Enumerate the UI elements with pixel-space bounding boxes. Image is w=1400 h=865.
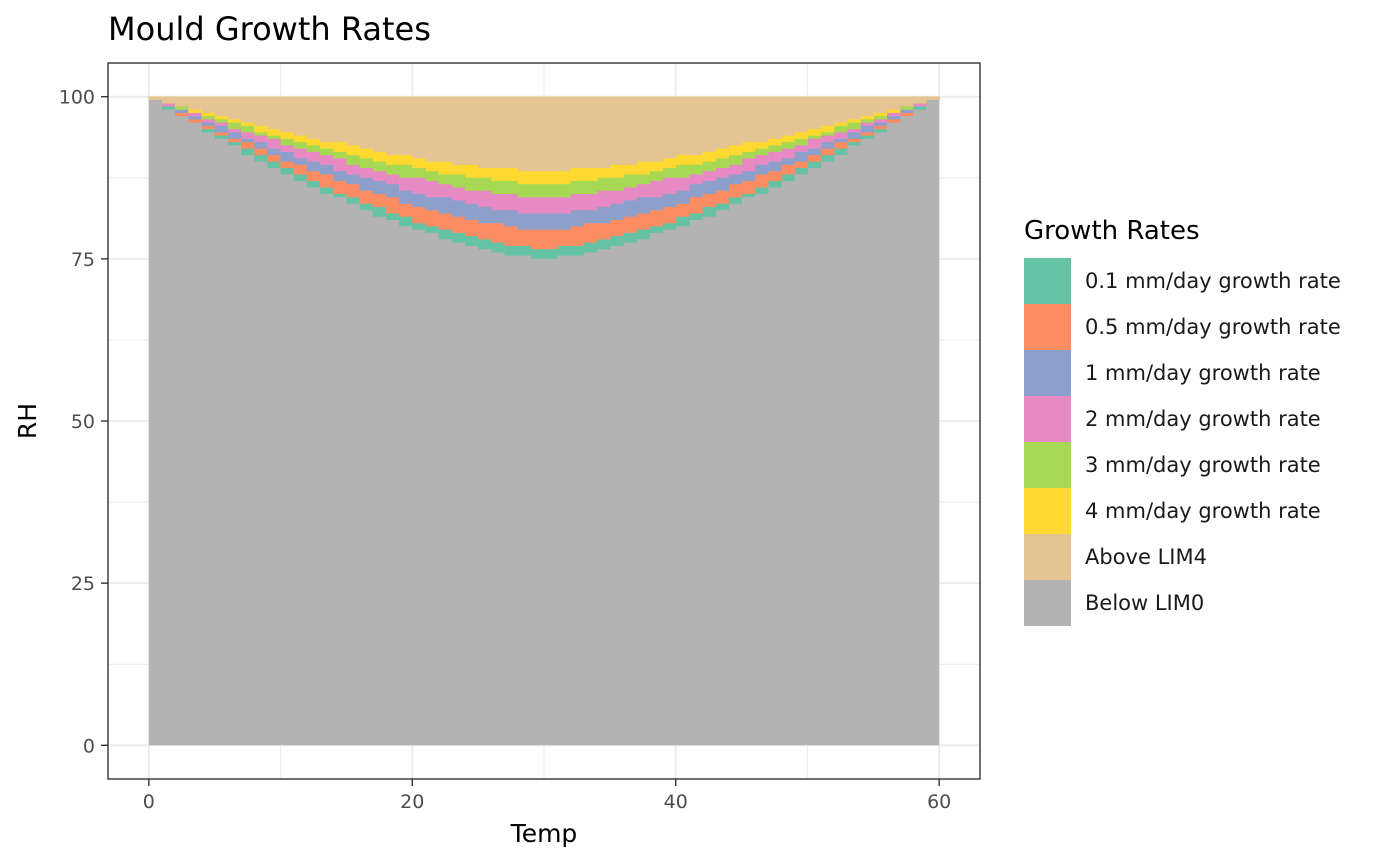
heatmap-cells <box>148 96 940 746</box>
legend-label: 3 mm/day growth rate <box>1085 453 1321 477</box>
legend-swatch <box>1024 580 1071 626</box>
legend-swatch <box>1024 304 1071 350</box>
legend-swatch <box>1024 442 1071 488</box>
legend-swatch <box>1024 534 1071 580</box>
plot-area <box>107 62 981 780</box>
x-tick-label: 60 <box>927 791 951 813</box>
legend-label: Above LIM4 <box>1085 545 1207 569</box>
legend-swatch <box>1024 488 1071 534</box>
x-tick-label: 20 <box>400 791 424 813</box>
legend-swatch <box>1024 396 1071 442</box>
legend-label: 2 mm/day growth rate <box>1085 407 1321 431</box>
legend-title: Growth Rates <box>1024 216 1200 246</box>
legend-swatch <box>1024 350 1071 396</box>
legend-entries: 0.1 mm/day growth rate 0.5 mm/day growth … <box>1024 258 1341 626</box>
legend-label: 0.1 mm/day growth rate <box>1085 269 1341 293</box>
y-tick-label: 75 <box>71 249 95 271</box>
legend: Growth Rates 0.1 mm/day growth rate 0.5 m… <box>1024 216 1341 626</box>
legend-swatch <box>1024 258 1071 304</box>
x-tick-label: 0 <box>143 791 155 813</box>
heatmap-band-above-lim4 <box>148 96 940 172</box>
y-tick-label: 50 <box>71 411 95 433</box>
legend-label: 1 mm/day growth rate <box>1085 361 1321 385</box>
x-axis-title: Temp <box>510 819 578 848</box>
legend-label: 4 mm/day growth rate <box>1085 499 1321 523</box>
y-tick-label: 100 <box>59 87 95 109</box>
x-tick-label: 40 <box>664 791 688 813</box>
legend-label: Below LIM0 <box>1085 591 1204 615</box>
legend-label: 0.5 mm/day growth rate <box>1085 315 1341 339</box>
y-tick-label: 0 <box>83 735 95 757</box>
x-axis: 0 20 40 60 <box>143 779 951 813</box>
y-tick-label: 25 <box>71 573 95 595</box>
y-axis: 0 25 50 75 100 <box>59 87 108 757</box>
chart-title: Mould Growth Rates <box>108 10 431 48</box>
y-axis-title: RH <box>13 403 42 439</box>
